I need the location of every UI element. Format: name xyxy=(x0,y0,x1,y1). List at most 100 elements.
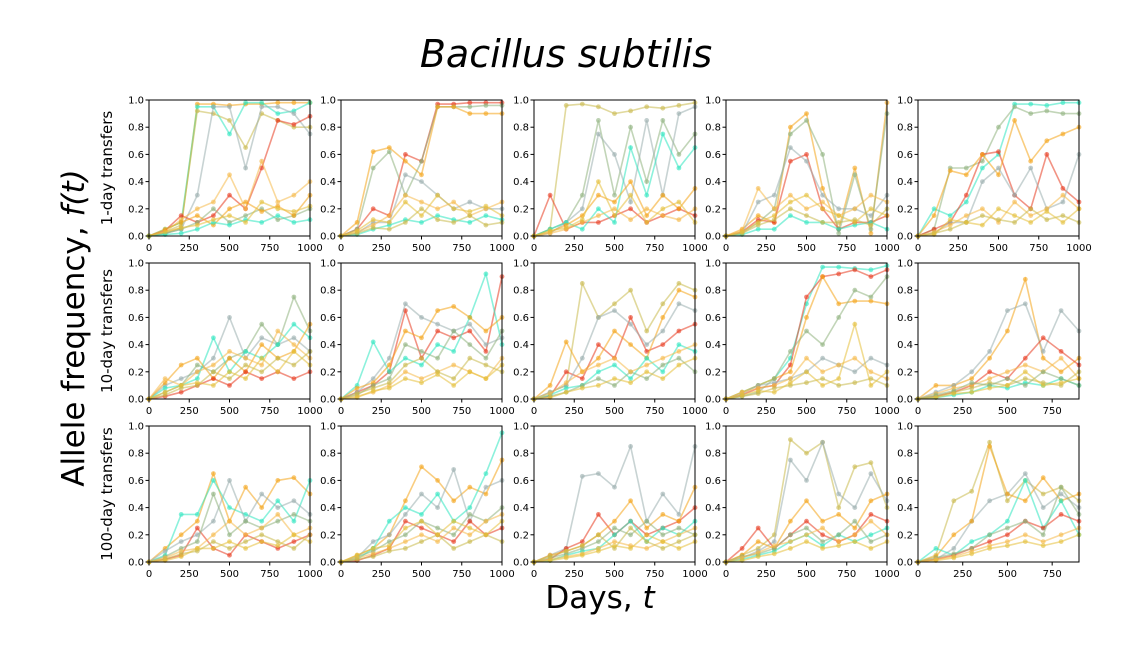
data-point xyxy=(467,505,473,510)
data-point xyxy=(370,554,376,559)
data-point xyxy=(836,505,842,510)
data-point xyxy=(852,321,858,327)
data-point xyxy=(467,355,473,361)
data-point xyxy=(483,532,489,538)
data-point xyxy=(1040,525,1046,531)
data-point xyxy=(676,532,682,538)
data-point xyxy=(275,543,281,549)
data-point xyxy=(1005,543,1010,549)
data-point xyxy=(836,539,842,544)
data-point xyxy=(178,213,184,219)
data-point xyxy=(676,199,682,205)
data-point xyxy=(259,518,265,524)
data-point xyxy=(451,304,457,309)
data-point xyxy=(467,342,473,347)
data-point xyxy=(467,512,473,517)
data-point xyxy=(804,355,809,361)
y-tick-label: 0.2 xyxy=(897,204,913,215)
data-point xyxy=(1060,220,1066,225)
data-point xyxy=(987,439,992,445)
data-point xyxy=(868,532,874,538)
data-point xyxy=(419,179,424,185)
data-point xyxy=(243,546,249,551)
series-line xyxy=(917,527,1080,563)
data-point xyxy=(1058,532,1064,538)
data-point xyxy=(788,518,793,524)
data-point xyxy=(755,199,761,205)
data-point xyxy=(788,437,793,442)
data-point xyxy=(162,376,168,381)
data-point xyxy=(868,460,874,466)
data-point xyxy=(403,539,408,544)
data-point xyxy=(628,444,633,449)
x-tick-label: 750 xyxy=(645,243,664,254)
data-point xyxy=(403,355,408,361)
data-point xyxy=(419,315,424,320)
data-point xyxy=(969,376,975,381)
data-point xyxy=(771,226,777,232)
data-point xyxy=(804,478,809,483)
x-tick-label: 500 xyxy=(998,406,1017,417)
data-point xyxy=(483,342,489,347)
x-axis-label: Days, t xyxy=(0,580,1132,616)
data-point xyxy=(1022,532,1028,538)
panel-r2-c0: 0.0 0.2 0.4 0.6 0.8 1.0 0 250 500 750 1000 xyxy=(128,422,323,581)
figure-title: Bacillus subtilis xyxy=(0,32,1132,76)
data-point xyxy=(419,532,424,538)
y-tick-label: 0.4 xyxy=(320,177,336,188)
y-tick-label: 0.0 xyxy=(128,395,144,406)
data-point xyxy=(951,546,957,551)
data-point xyxy=(547,554,553,559)
data-point xyxy=(836,543,842,549)
data-point xyxy=(660,376,666,381)
data-point xyxy=(660,539,666,544)
data-point xyxy=(628,525,633,531)
y-tick-label: 0.8 xyxy=(513,286,529,297)
data-point xyxy=(868,369,874,375)
data-point xyxy=(836,220,842,225)
data-point xyxy=(227,505,232,510)
data-point xyxy=(996,172,1001,178)
data-point xyxy=(969,369,975,375)
x-tick-label: 500 xyxy=(998,569,1017,580)
data-point xyxy=(980,165,985,171)
data-point xyxy=(1058,369,1064,375)
data-point xyxy=(612,206,617,212)
data-point xyxy=(947,222,953,228)
data-point xyxy=(820,342,825,347)
data-point xyxy=(227,222,232,228)
x-tick-label: 750 xyxy=(452,569,471,580)
data-point xyxy=(771,376,777,381)
data-point xyxy=(194,525,200,531)
data-point xyxy=(933,546,939,551)
data-point xyxy=(739,392,745,398)
data-point xyxy=(563,225,569,231)
data-point xyxy=(596,539,601,544)
panel-r1-c4: 0.0 0.2 0.4 0.6 0.8 1.0 0 250 500 750 xyxy=(897,259,1082,417)
data-point xyxy=(227,552,232,558)
y-tick-label: 0.4 xyxy=(513,503,529,514)
data-point xyxy=(243,369,249,375)
data-point xyxy=(628,380,633,386)
data-point xyxy=(836,213,842,219)
data-point xyxy=(996,206,1001,212)
y-tick-label: 0.8 xyxy=(320,123,336,134)
data-point xyxy=(354,556,360,562)
data-point xyxy=(467,518,473,524)
data-point xyxy=(987,532,992,538)
data-point xyxy=(660,301,666,307)
x-tick-label: 250 xyxy=(953,406,972,417)
y-tick-label: 1.0 xyxy=(705,96,721,107)
data-point xyxy=(820,152,825,157)
data-point xyxy=(370,149,376,155)
data-point xyxy=(1040,383,1046,388)
y-tick-label: 0.6 xyxy=(705,150,721,161)
data-point xyxy=(435,328,440,334)
data-point xyxy=(291,498,297,504)
x-tick-label: 0 xyxy=(338,243,344,254)
series-line xyxy=(917,443,1080,563)
y-tick-label: 0.4 xyxy=(897,177,913,188)
data-point xyxy=(868,539,874,544)
data-point xyxy=(275,118,281,123)
data-point xyxy=(275,478,281,483)
